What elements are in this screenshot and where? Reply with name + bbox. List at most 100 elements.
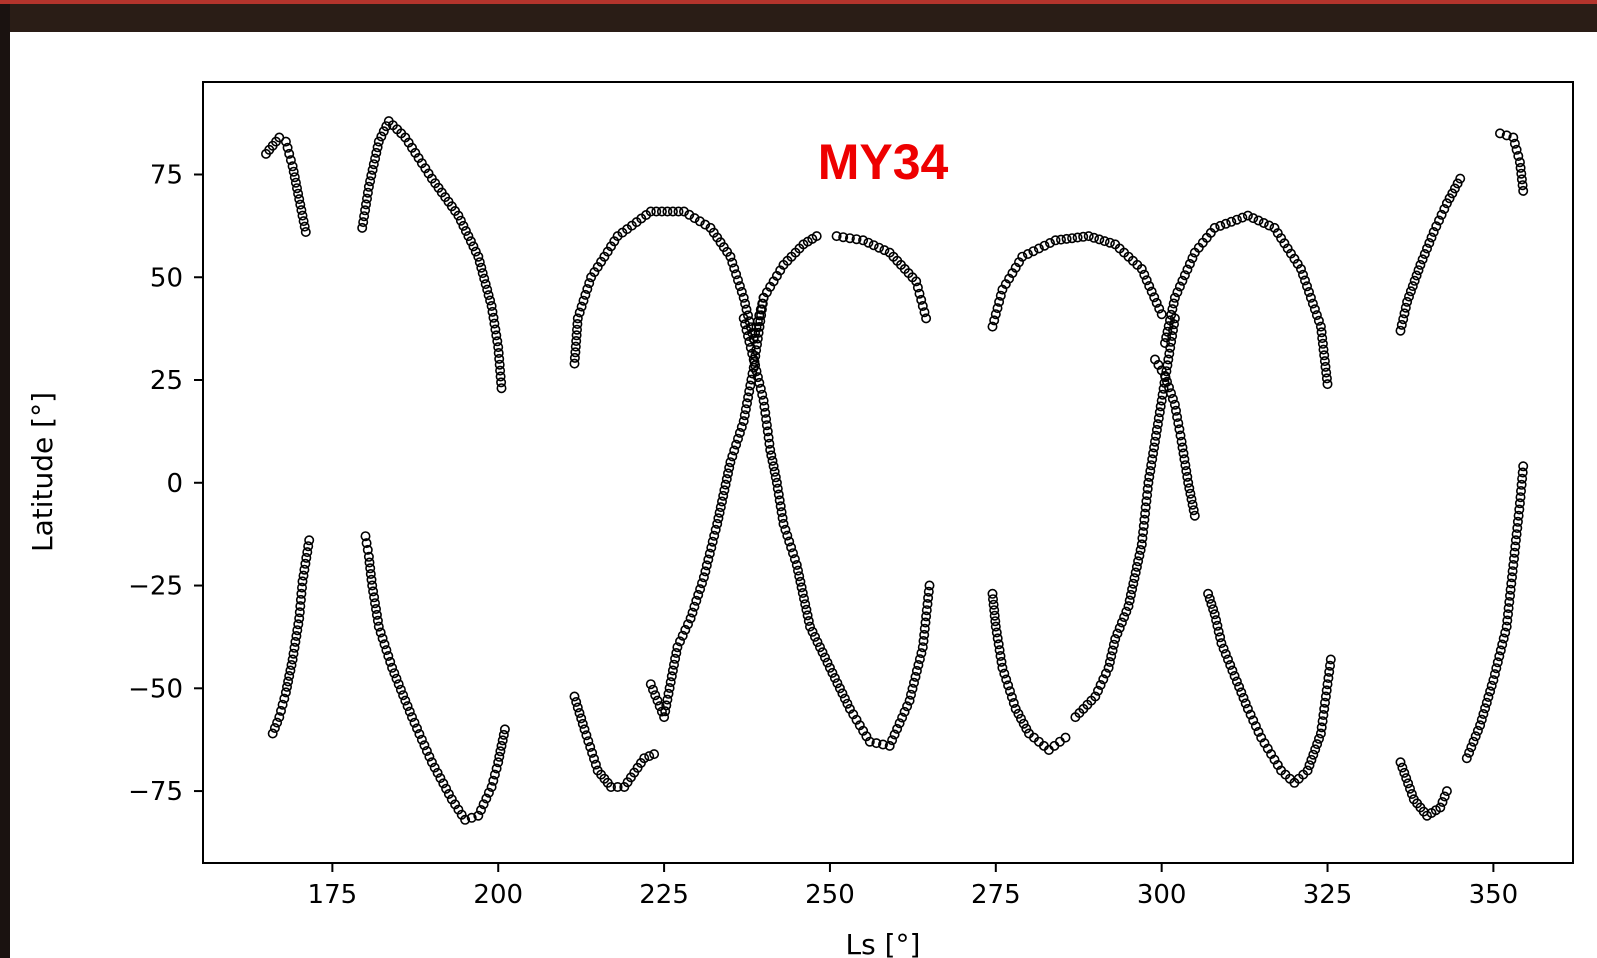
data-point <box>1108 646 1116 654</box>
data-point <box>1122 607 1130 615</box>
data-point <box>838 689 846 697</box>
x-tick-label: 175 <box>308 880 358 910</box>
y-tick-label: −25 <box>128 572 183 602</box>
scatter-chart: 7550250−25−50−75 175 200 225 250 275 300 325 35… <box>10 32 1597 958</box>
data-point <box>1467 743 1475 751</box>
data-point <box>821 653 829 661</box>
data-point <box>1212 616 1220 624</box>
chart-annotation: MY34 <box>818 134 949 190</box>
data-point <box>1085 232 1093 240</box>
data-point <box>651 691 659 699</box>
y-axis: 7550250−25−50−75 <box>128 160 203 807</box>
data-point <box>914 661 922 669</box>
data-point <box>816 643 824 651</box>
data-point <box>826 664 834 672</box>
data-point <box>480 274 488 282</box>
data-point <box>1111 635 1119 643</box>
data-point <box>474 253 482 261</box>
data-point <box>1476 721 1484 729</box>
data-point <box>579 720 587 728</box>
x-axis-label: Ls [°] <box>846 928 921 958</box>
data-point <box>1483 699 1491 707</box>
data-point <box>380 127 388 135</box>
data-point <box>1492 664 1500 672</box>
x-tick-label: 300 <box>1137 880 1187 910</box>
data-point <box>1479 710 1487 718</box>
data-point <box>483 285 491 293</box>
data-point <box>1414 266 1422 274</box>
data-point <box>1305 761 1313 769</box>
data-point <box>1400 769 1408 777</box>
data-point <box>1411 277 1419 285</box>
data-point <box>1222 650 1230 658</box>
x-tick-label: 275 <box>971 880 1021 910</box>
plot-area-frame <box>203 82 1573 863</box>
data-point <box>467 237 475 245</box>
data-point <box>1441 792 1449 800</box>
data-point <box>741 300 749 308</box>
y-tick-label: 0 <box>166 469 183 499</box>
data-point <box>1438 798 1446 806</box>
data-point <box>399 691 407 699</box>
data-point <box>392 675 400 683</box>
data-point <box>703 561 711 569</box>
data-point <box>1207 600 1215 608</box>
data-point <box>1519 187 1527 195</box>
data-point <box>1219 644 1227 652</box>
x-axis: 175 200 225 250 275 300 325 350 <box>308 863 1519 910</box>
data-point <box>1213 622 1221 630</box>
data-point <box>1315 735 1323 743</box>
data-point <box>1211 610 1219 618</box>
data-point <box>1106 239 1114 247</box>
data-point <box>813 638 821 646</box>
data-point <box>484 291 492 299</box>
data-point <box>758 391 766 399</box>
x-tick-label: 325 <box>1303 880 1353 910</box>
data-point <box>1416 261 1424 269</box>
data-point <box>1427 233 1435 241</box>
data-point <box>1242 699 1250 707</box>
data-point <box>843 700 851 708</box>
data-point <box>370 160 378 168</box>
data-point <box>1233 216 1241 224</box>
data-point <box>1095 235 1103 243</box>
data-point <box>406 707 414 715</box>
data-point <box>1215 627 1223 635</box>
data-point <box>1216 633 1224 641</box>
data-point <box>818 648 826 656</box>
data-point <box>1204 590 1212 598</box>
data-point <box>397 686 405 694</box>
data-point <box>1484 693 1492 701</box>
data-point <box>1107 652 1115 660</box>
data-point <box>367 171 375 179</box>
data-point <box>472 247 480 255</box>
data-point <box>1469 738 1477 746</box>
data-point <box>1313 740 1321 748</box>
data-point <box>1396 327 1404 335</box>
data-point <box>469 242 477 250</box>
data-point <box>1481 704 1489 712</box>
data-point <box>1238 213 1246 221</box>
data-point <box>808 628 816 636</box>
data-point <box>570 692 578 700</box>
data-point <box>459 222 467 230</box>
data-point <box>1497 646 1505 654</box>
data-point <box>1226 661 1234 669</box>
data-point <box>1311 745 1319 753</box>
data-point <box>1327 655 1335 663</box>
data-points <box>262 117 1528 824</box>
window-top-border <box>0 0 1597 4</box>
data-point <box>742 305 750 313</box>
data-point <box>462 227 470 235</box>
data-point <box>647 680 655 688</box>
data-point <box>704 555 712 563</box>
data-point <box>1474 727 1482 735</box>
data-point <box>828 669 836 677</box>
data-point <box>1443 787 1451 795</box>
data-point <box>1488 682 1496 690</box>
data-point <box>1400 309 1408 317</box>
data-point <box>273 718 281 726</box>
data-point <box>1217 639 1225 647</box>
data-point <box>1406 785 1414 793</box>
y-axis-label: Latitude [°] <box>26 392 59 552</box>
